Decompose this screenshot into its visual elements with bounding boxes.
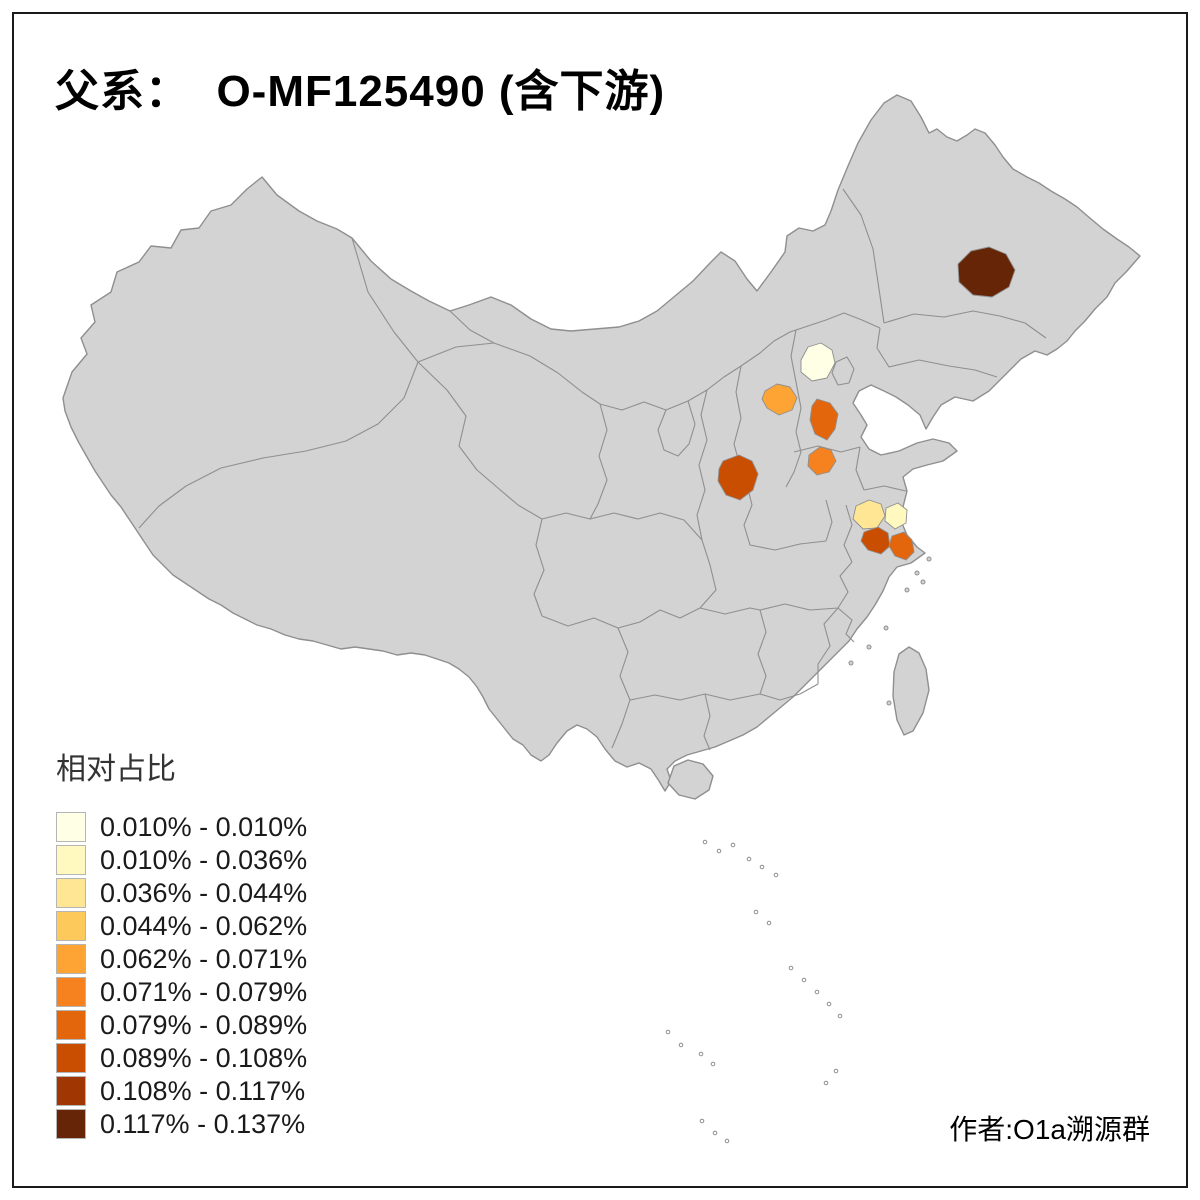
- legend-row: 0.062% - 0.071%: [56, 944, 307, 974]
- legend-swatch: [56, 977, 86, 1007]
- region-taihu-area: [888, 531, 915, 561]
- region-central-shanxi: [761, 383, 798, 416]
- region-south-hebei: [809, 398, 839, 441]
- legend-label: 0.071% - 0.079%: [100, 976, 308, 1007]
- highlight-regions: [717, 246, 1016, 561]
- legend-label: 0.062% - 0.071%: [100, 943, 308, 974]
- legend: 相对占比 0.010% - 0.010% 0.010% - 0.036% 0.0…: [56, 744, 307, 1142]
- legend-row: 0.079% - 0.089%: [56, 1010, 307, 1040]
- legend-row: 0.044% - 0.062%: [56, 911, 307, 941]
- legend-swatch: [56, 878, 86, 908]
- region-guanzhong-shaanxi: [717, 454, 759, 501]
- author-credit: 作者:O1a溯源群: [949, 1114, 1150, 1145]
- legend-row: 0.108% - 0.117%: [56, 1076, 307, 1106]
- legend-label: 0.010% - 0.010%: [100, 811, 308, 842]
- legend-swatch: [56, 845, 86, 875]
- legend-swatch: [56, 812, 86, 842]
- region-harbin-area: [957, 246, 1016, 298]
- legend-label: 0.108% - 0.117%: [100, 1075, 306, 1106]
- taiwan-island: [892, 646, 930, 736]
- legend-label: 0.036% - 0.044%: [100, 877, 308, 908]
- legend-row: 0.089% - 0.108%: [56, 1043, 307, 1073]
- legend-row: 0.071% - 0.079%: [56, 977, 307, 1007]
- region-central-jiangsu: [852, 499, 886, 530]
- region-beijing: [800, 342, 836, 382]
- hainan-island: [667, 759, 714, 800]
- region-south-jiangsu: [860, 526, 891, 555]
- legend-label: 0.044% - 0.062%: [100, 910, 308, 941]
- mainland-outline: [62, 94, 1141, 792]
- legend-row: 0.010% - 0.010%: [56, 812, 307, 842]
- region-north-henan: [807, 446, 837, 476]
- legend-swatch: [56, 1109, 86, 1139]
- legend-row: 0.010% - 0.036%: [56, 845, 307, 875]
- legend-row: 0.117% - 0.137%: [56, 1109, 307, 1139]
- legend-label: 0.010% - 0.036%: [100, 844, 308, 875]
- legend-title: 相对占比: [56, 753, 176, 786]
- province-borders: [138, 188, 1047, 751]
- page-title: 父系： O-MF125490 (含下游): [55, 67, 666, 116]
- legend-swatch: [56, 1076, 86, 1106]
- legend-row: 0.036% - 0.044%: [56, 878, 307, 908]
- legend-swatch: [56, 944, 86, 974]
- region-east-jiangsu: [884, 502, 908, 530]
- coastal-islands: [848, 556, 932, 706]
- legend-label: 0.117% - 0.137%: [100, 1108, 306, 1139]
- legend-swatch: [56, 1010, 86, 1040]
- land-group: [62, 94, 1141, 800]
- south-sea-islets: [665, 839, 843, 1144]
- legend-swatch: [56, 911, 86, 941]
- legend-label: 0.089% - 0.108%: [100, 1042, 308, 1073]
- legend-swatch: [56, 1043, 86, 1073]
- legend-label: 0.079% - 0.089%: [100, 1009, 308, 1040]
